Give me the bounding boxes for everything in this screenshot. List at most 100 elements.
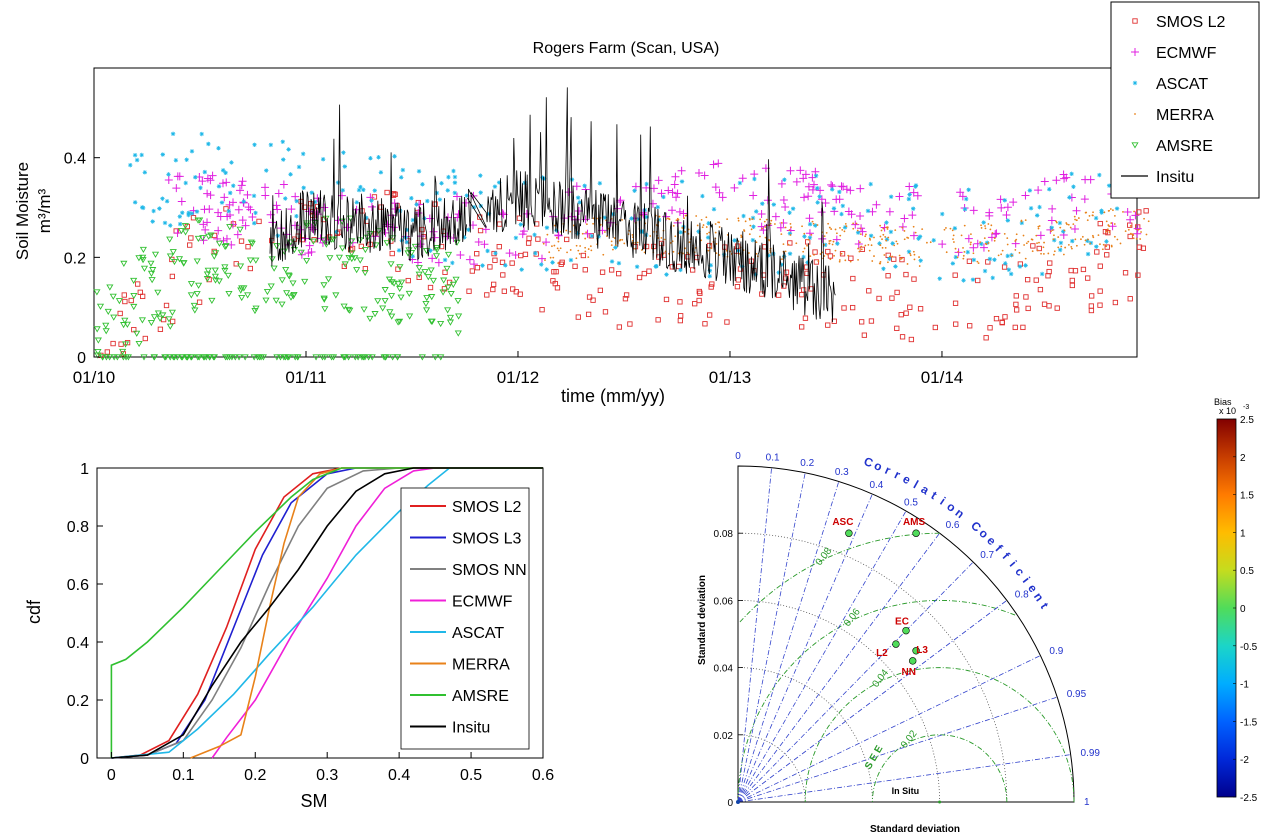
series-amsre-point [200,354,208,361]
series-merra-point [989,228,992,231]
legend-merra-label: MERRA [1156,107,1214,124]
series-amsre-point [379,305,387,312]
series-merra-point [551,245,553,248]
series-amsre-point [411,243,419,251]
series-smos-l2-point [487,264,493,270]
series-ascat-point [1037,204,1042,210]
series-ecmwf-point [220,193,229,202]
series-smos-l2-point [907,304,913,310]
series-ascat-point [750,237,756,243]
series-ecmwf-point [234,205,243,214]
series-ascat-point [251,193,257,199]
series-amsre-point [303,222,311,229]
taylor-correlation-ray [737,655,1041,803]
series-merra-point [884,235,887,238]
series-merra-point [832,240,835,243]
series-smos-l2-point [1013,307,1020,313]
series-merra-point [581,232,584,235]
series-ascat-point [732,238,737,243]
series-merra-point [829,258,832,261]
series-ascat-point [813,173,819,178]
series-ecmwf-point [827,180,836,189]
taylor-point-asc-label: ASC [832,517,853,528]
series-merra-point [884,246,887,249]
series-ecmwf-point [261,183,270,192]
taylor-std-arc [737,532,1008,803]
series-smos-l2-point [525,240,532,246]
series-ecmwf-point [238,177,247,186]
series-smos-l2-point [677,299,683,305]
series-smos-l2-point [987,325,993,331]
series-amsre-point [374,298,382,305]
series-amsre-point [173,354,181,361]
series-ascat-point [550,260,555,265]
series-ascat-point [452,180,458,185]
cdf-y-tick-label: 1 [80,461,89,478]
series-ascat-point [760,201,765,206]
series-ascat-point [446,174,451,180]
series-merra-point [764,236,767,239]
series-ascat-point [888,229,894,235]
series-merra-point [833,254,835,257]
series-amsre-point [366,315,374,322]
series-merra-point [813,253,815,256]
series-ascat-point [404,227,410,233]
series-ascat-point [1070,238,1075,244]
series-smos-l2-point [121,292,127,298]
series-merra-point [858,241,861,244]
series-ecmwf-point [958,192,967,201]
series-ecmwf-point [991,230,1000,239]
series-ascat-point [160,152,165,157]
cdf-legend-box [400,487,530,750]
series-ascat-point [294,198,299,204]
series-merra-point [943,228,946,231]
series-amsre-point [241,354,249,361]
series-ecmwf-point [673,189,682,198]
taylor-correlation-tick-label: 0.7 [980,550,994,561]
series-amsre-point [324,276,333,283]
series-ascat-point [492,184,498,189]
series-ascat-point [940,211,945,217]
taylor-origin-point [736,800,740,804]
series-amsre-point [211,277,220,284]
series-smos-l2-point [554,285,561,291]
series-amsre-point [166,253,174,260]
series-ecmwf-point [175,172,184,181]
series-amsre-point [415,265,423,272]
cdf-legend-smos-l2-label: SMOS L2 [452,499,521,516]
series-smos-l2-point [849,304,856,311]
legend-merra-swatch [1134,113,1136,115]
series-ascat-point [1057,220,1063,226]
series-merra-point [643,251,646,254]
series-smos-l2-point [781,283,787,289]
series-smos-l2-point [952,272,958,278]
series-merra-point [980,224,982,227]
taylor-correlation-ray [737,532,940,803]
series-ecmwf-point [237,181,246,190]
series-smos-l2-point [1122,270,1129,276]
series-merra-point [993,239,996,242]
series-ascat-point [1114,206,1120,211]
series-merra-point [557,240,560,243]
series-smos-l2-point [1020,324,1026,331]
series-ecmwf-point [273,205,282,214]
series-smos-l2-point [299,236,306,243]
series-ecmwf-point [1034,186,1043,195]
series-smos-l2-point [348,247,354,253]
series-ecmwf-point [235,186,244,195]
series-smos-l2-point [558,261,564,267]
series-merra-point [1127,228,1130,231]
series-amsre-point [340,303,348,310]
series-amsre-point [135,255,143,262]
series-merra-point [956,256,959,259]
series-merra-point [587,256,590,259]
series-amsre-point [139,257,147,264]
series-smos-l2-point [389,250,395,257]
series-amsre-point [320,295,328,302]
series-ecmwf-point [858,227,867,236]
series-amsre-point [93,326,101,333]
series-merra-point [1106,228,1109,231]
series-merra-point [1092,211,1094,214]
series-ecmwf-point [777,179,786,188]
bias-colorbar-exponent-power: -3 [1243,404,1249,411]
